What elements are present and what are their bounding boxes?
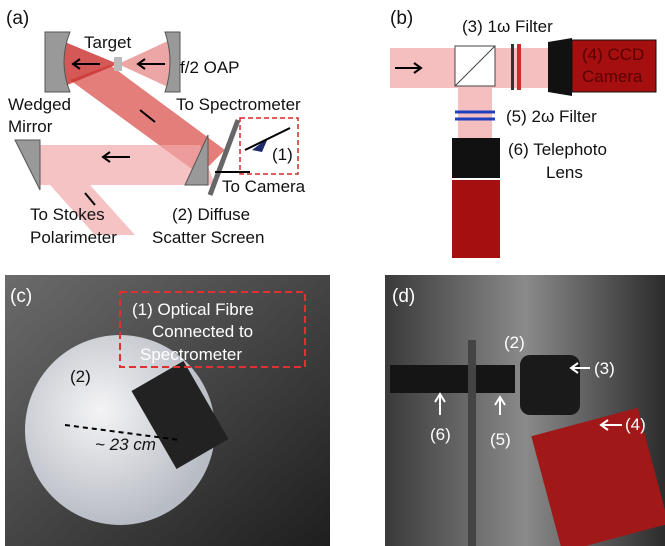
panel-label: (b) xyxy=(390,8,413,29)
label: (4) xyxy=(625,415,646,434)
post xyxy=(468,340,476,546)
camera xyxy=(452,180,500,258)
camera-lens xyxy=(548,38,572,96)
figure: (a) Target f/2 OAP To Spectrometer Wedge… xyxy=(0,0,665,546)
label: (3) 1ω Filter xyxy=(462,17,553,36)
label: (2) Diffuse xyxy=(172,205,250,224)
label: Polarimeter xyxy=(30,228,117,247)
panel-b: (b) (3) 1ω Filter (4) CCD Camera (5) 2ω … xyxy=(390,8,656,258)
label: Connected to xyxy=(152,322,253,341)
label: To Stokes xyxy=(30,205,105,224)
label: (6) xyxy=(430,425,451,444)
label: (5) xyxy=(490,430,511,449)
label: Spectrometer xyxy=(140,345,242,364)
lens xyxy=(520,355,580,415)
label: (2) xyxy=(504,333,525,352)
panel-label: (d) xyxy=(392,286,415,307)
panel-d: (d) (2) (3) (4) (5) (6) xyxy=(385,275,665,546)
lens xyxy=(452,138,500,178)
label: Scatter Screen xyxy=(152,228,264,247)
label: (5) 2ω Filter xyxy=(506,107,597,126)
label: (3) xyxy=(594,359,615,378)
label: (1) Optical Fibre xyxy=(132,300,254,319)
panel-a: (a) Target f/2 OAP To Spectrometer Wedge… xyxy=(6,8,306,247)
filter xyxy=(517,44,521,90)
target xyxy=(114,57,122,71)
label: Lens xyxy=(546,163,583,182)
label: To Camera xyxy=(222,177,306,196)
panel-c: (c) (1) Optical Fibre Connected to Spect… xyxy=(5,275,330,546)
label: ~ 23 cm xyxy=(95,435,156,454)
panel-label: (a) xyxy=(6,8,29,29)
wedged-mirror xyxy=(15,140,40,190)
label: To Spectrometer xyxy=(176,95,301,114)
filter xyxy=(511,44,514,90)
label: Camera xyxy=(582,67,643,86)
lens xyxy=(390,365,515,393)
label: Target xyxy=(84,33,132,52)
label: Mirror xyxy=(8,117,53,136)
label: (1) xyxy=(272,145,293,164)
panel-label: (c) xyxy=(10,286,32,307)
label: (4) CCD xyxy=(582,45,644,64)
label: (2) xyxy=(70,367,91,386)
label: (6) Telephoto xyxy=(508,140,607,159)
label: Wedged xyxy=(8,95,71,114)
label: f/2 OAP xyxy=(180,58,240,77)
